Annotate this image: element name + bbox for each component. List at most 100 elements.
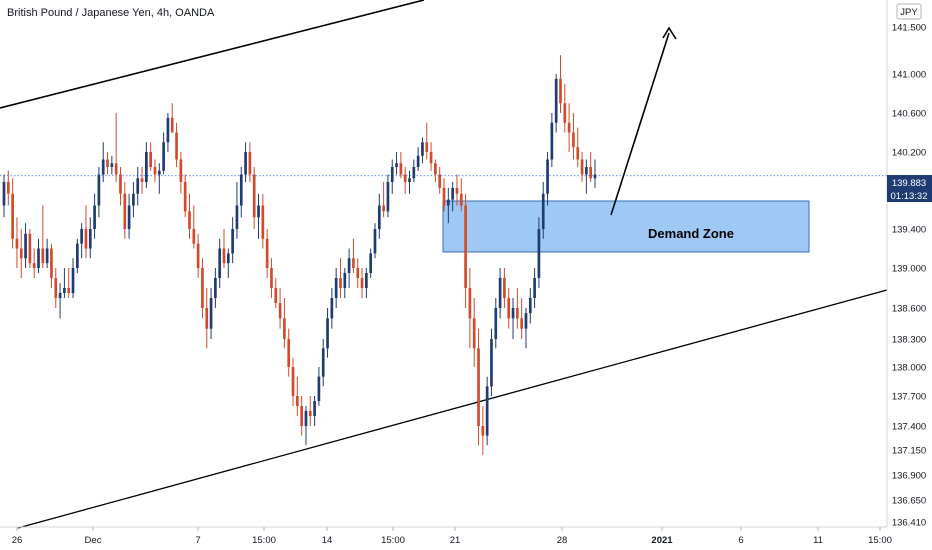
demand-zone-label: Demand Zone	[648, 226, 734, 241]
price-tick-label: 140.600	[892, 109, 926, 120]
candle-body	[576, 147, 580, 160]
candle-body	[192, 229, 196, 244]
time-tick-label: 7	[195, 535, 200, 546]
candle-body	[459, 193, 463, 206]
time-axis-ticks: 26 Dec 7 15:00 14 15:00 21 28 2021 6 11 15:00	[12, 527, 892, 546]
candle-body	[209, 298, 213, 329]
candle-body	[136, 178, 140, 194]
candles	[2, 55, 597, 455]
lower-channel-line	[17, 289, 888, 529]
candle-body	[145, 152, 148, 182]
candle-body	[114, 163, 118, 175]
candle-body	[321, 348, 325, 377]
candle-body	[270, 268, 273, 288]
price-tick-label: 136.650	[892, 496, 926, 507]
candle-body	[97, 174, 101, 206]
price-tick-label: 141.000	[892, 70, 926, 81]
candle-body	[503, 278, 506, 298]
candle-body	[554, 78, 558, 123]
candle-body	[352, 258, 355, 268]
candle-body	[257, 205, 260, 218]
candle-body	[201, 268, 204, 308]
candle-body	[567, 122, 571, 133]
currency-badge[interactable]	[896, 3, 922, 20]
candle-body	[110, 163, 114, 167]
price-tick-label: 139.000	[892, 264, 926, 275]
candle-body	[317, 376, 321, 401]
candle-body	[75, 243, 79, 268]
candle-body	[63, 288, 66, 293]
candle-body	[24, 233, 27, 259]
candle-body	[278, 303, 282, 319]
candle-body	[157, 170, 161, 175]
candle-body	[412, 167, 416, 179]
candle-body	[382, 205, 385, 212]
candle-body	[153, 167, 157, 175]
candle-body	[516, 308, 519, 319]
candle-body	[511, 308, 515, 319]
candle-body	[334, 278, 338, 298]
candle-body	[455, 187, 459, 194]
candle-body	[88, 229, 92, 249]
candle-body	[261, 205, 265, 239]
candle-body	[28, 233, 32, 264]
candle-body	[132, 193, 135, 206]
candle-body	[464, 205, 467, 288]
candle-body	[41, 248, 45, 264]
candle-body	[58, 293, 62, 298]
candle-body	[71, 268, 75, 293]
countdown-value: 01:13:32	[891, 191, 928, 202]
currency-label: JPY	[900, 7, 918, 18]
candle-body	[369, 253, 373, 273]
candle-body	[442, 187, 446, 206]
time-tick-label: 2021	[651, 535, 673, 546]
candle-body	[365, 273, 368, 288]
candle-body	[244, 152, 247, 175]
candle-body	[472, 318, 476, 349]
candle-body	[589, 167, 593, 179]
candle-body	[429, 152, 433, 164]
candle-body	[283, 318, 286, 339]
time-tick-label: 15:00	[381, 535, 405, 546]
candle-body	[183, 182, 187, 212]
candle-body	[494, 308, 498, 339]
price-axis	[887, 0, 932, 527]
candle-body	[421, 142, 424, 156]
candle-body	[80, 229, 83, 244]
candle-body	[537, 229, 541, 278]
candle-body	[498, 278, 502, 308]
candle-body	[339, 278, 342, 288]
candle-body	[84, 229, 88, 249]
price-tick-label: 138.000	[892, 363, 926, 374]
chart-title: British Pound / Japanese Yen, 4h, OANDA	[7, 7, 215, 19]
candle-body	[248, 152, 252, 175]
candle-body	[356, 268, 360, 278]
time-tick-label: Dec	[85, 535, 102, 546]
candle-body	[287, 339, 291, 367]
upper-channel-line	[0, 0, 425, 109]
time-tick-label: 26	[12, 535, 23, 546]
demand-zone	[442, 200, 810, 253]
price-tick-label: 137.700	[892, 392, 926, 403]
candle-body	[67, 288, 71, 293]
price-tick-label: 141.500	[892, 23, 926, 34]
candle-body	[265, 238, 269, 268]
candle-body	[593, 174, 597, 179]
candle-body	[196, 243, 200, 268]
candle-body	[179, 159, 183, 182]
candle-body	[520, 318, 524, 329]
candle-body	[32, 263, 36, 268]
candle-body	[343, 273, 347, 288]
candle-body	[54, 278, 58, 298]
candle-body	[528, 298, 532, 314]
candle-body	[170, 117, 174, 133]
candle-body	[235, 205, 239, 229]
candle-body	[296, 396, 299, 406]
candle-body	[386, 182, 390, 212]
candle-body	[403, 174, 407, 182]
candle-body	[550, 122, 554, 160]
candle-body	[226, 253, 230, 264]
candle-body	[313, 401, 316, 416]
candle-body	[149, 152, 153, 167]
